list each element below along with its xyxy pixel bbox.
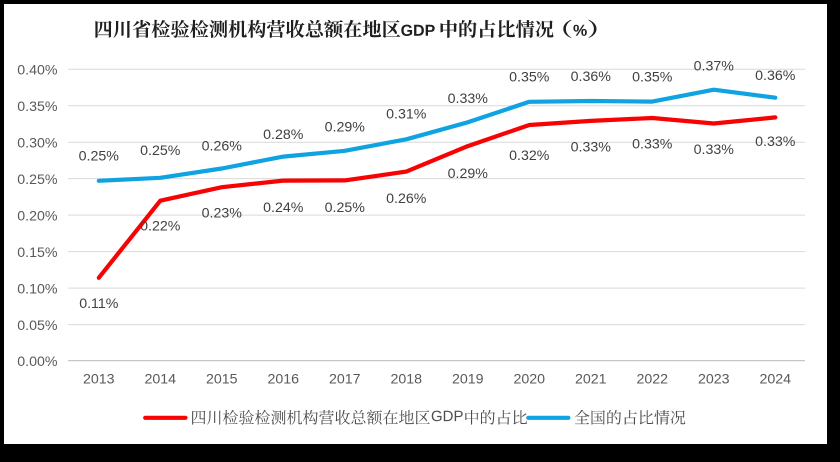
svg-text:0.05%: 0.05% [17,318,58,334]
svg-text:0.35%: 0.35% [509,69,550,85]
svg-text:2022: 2022 [637,372,669,388]
svg-text:0.25%: 0.25% [17,172,58,188]
svg-text:0.22%: 0.22% [140,219,181,235]
svg-text:2019: 2019 [452,372,484,388]
svg-text:0.30%: 0.30% [17,136,58,152]
svg-text:0.35%: 0.35% [17,99,58,115]
svg-text:2021: 2021 [575,372,607,388]
svg-text:2018: 2018 [391,372,423,388]
svg-text:2017: 2017 [329,372,361,388]
svg-text:0.33%: 0.33% [448,91,489,107]
svg-text:0.23%: 0.23% [202,206,243,222]
svg-text:0.40%: 0.40% [17,63,58,79]
svg-text:2020: 2020 [514,372,546,388]
svg-text:0.36%: 0.36% [755,68,796,84]
svg-text:0.24%: 0.24% [263,200,304,216]
svg-text:0.20%: 0.20% [17,208,58,224]
svg-text:2015: 2015 [206,372,238,388]
svg-text:0.25%: 0.25% [140,143,181,159]
svg-text:0.11%: 0.11% [79,296,119,312]
svg-text:0.31%: 0.31% [386,106,427,122]
svg-text:0.35%: 0.35% [632,70,673,86]
svg-text:2013: 2013 [83,372,115,388]
svg-text:0.26%: 0.26% [386,191,427,207]
svg-text:0.29%: 0.29% [325,119,366,135]
svg-text:0.10%: 0.10% [17,281,58,297]
svg-text:0.26%: 0.26% [202,139,243,155]
svg-text:0.36%: 0.36% [571,69,612,85]
svg-text:0.37%: 0.37% [694,58,735,74]
svg-text:2023: 2023 [698,372,730,388]
svg-text:0.25%: 0.25% [325,200,366,216]
svg-text:2024: 2024 [760,372,792,388]
svg-text:2016: 2016 [268,372,300,388]
svg-text:0.33%: 0.33% [632,136,673,152]
svg-text:0.32%: 0.32% [509,148,550,164]
svg-text:0.25%: 0.25% [79,148,120,164]
svg-text:0.15%: 0.15% [17,245,58,261]
svg-text:0.33%: 0.33% [571,140,612,156]
svg-text:0.00%: 0.00% [17,354,58,370]
svg-text:2014: 2014 [145,372,177,388]
svg-text:0.33%: 0.33% [755,134,796,150]
svg-text:0.33%: 0.33% [694,142,735,158]
svg-text:0.28%: 0.28% [263,127,304,143]
svg-text:0.29%: 0.29% [448,166,489,182]
